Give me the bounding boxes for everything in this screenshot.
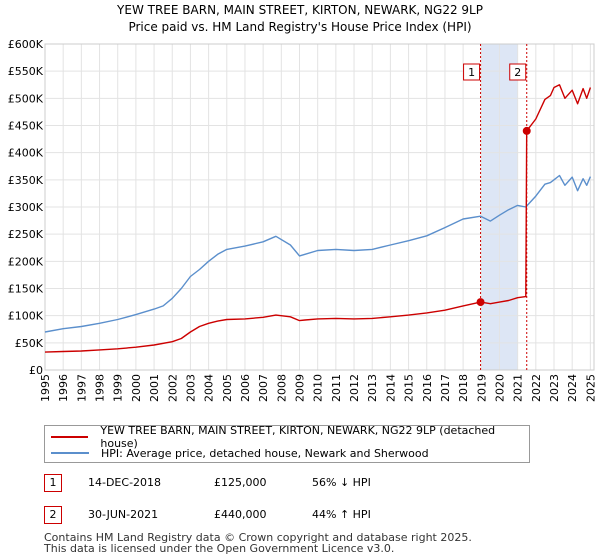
y-tick-label: £450K — [8, 120, 44, 133]
x-tick-label: 2004 — [203, 374, 216, 402]
y-tick-label: £200K — [8, 255, 44, 268]
sale-marker-label-1: 1 — [468, 66, 475, 79]
x-tick-label: 2005 — [221, 374, 234, 402]
sale-marker-label-2: 2 — [514, 66, 521, 79]
y-tick-label: £350K — [8, 174, 44, 187]
x-tick-label: 2017 — [439, 374, 452, 402]
x-tick-label: 2018 — [457, 374, 470, 402]
sale-date-2: 30-JUN-2021 — [88, 508, 159, 521]
plot-border — [44, 43, 595, 371]
hpi-line — [44, 174, 592, 333]
y-tick-label: £300K — [8, 201, 44, 214]
y-tick-label: £500K — [8, 92, 44, 105]
legend-swatch-hpi — [51, 452, 89, 454]
legend-label-property: YEW TREE BARN, MAIN STREET, KIRTON, NEWA… — [100, 424, 496, 450]
chart-legend: YEW TREE BARN, MAIN STREET, KIRTON, NEWA… — [44, 424, 530, 463]
property-price-line — [44, 84, 592, 353]
x-tick-label: 2021 — [512, 374, 525, 402]
y-tick-label: £400K — [8, 147, 44, 160]
x-tick-label: 2015 — [403, 374, 416, 402]
footer: Contains HM Land Registry data © Crown c… — [44, 532, 472, 554]
x-tick-label: 2000 — [130, 374, 143, 402]
y-tick-label: £100K — [8, 310, 44, 323]
price-chart: £0 £50K £100K £150K £200K £250K £300K £350K £400… — [8, 38, 598, 402]
x-tick-label: 2001 — [148, 374, 161, 402]
x-tick-label: 1998 — [94, 374, 107, 402]
x-tick-label: 2010 — [312, 374, 325, 402]
sale-marker-box-1 — [463, 63, 481, 81]
sale-price-1: £125,000 — [214, 476, 267, 489]
chart-title: YEW TREE BARN, MAIN STREET, KIRTON, NEWA… — [117, 3, 483, 17]
legend-swatch-property — [51, 436, 89, 438]
x-tick-label: 2016 — [421, 374, 434, 402]
x-tick-label: 2003 — [184, 374, 197, 402]
sale-marker-box-2 — [509, 63, 527, 81]
x-tick-label: 2011 — [330, 374, 343, 402]
y-tick-label: £250K — [8, 228, 44, 241]
footer-copyright: Contains HM Land Registry data © Crown c… — [44, 531, 472, 544]
x-tick-label: 2024 — [566, 374, 579, 402]
footer-licence: This data is licensed under the Open Gov… — [44, 542, 395, 555]
x-tick-label: 2012 — [348, 374, 361, 402]
y-tick-label: £150K — [8, 283, 44, 296]
x-tick-label: 2013 — [366, 374, 379, 402]
x-tick-label: 2022 — [530, 374, 543, 402]
x-tick-label: 2023 — [548, 374, 561, 402]
x-tick-label: 1997 — [75, 374, 88, 402]
x-tick-label: 2019 — [475, 374, 488, 402]
x-tick-label: 2008 — [275, 374, 288, 402]
legend-item-property: YEW TREE BARN, MAIN STREET, KIRTON, NEWA… — [51, 424, 529, 450]
x-tick-label: 2007 — [257, 374, 270, 402]
y-tick-label: £0 — [29, 364, 43, 377]
x-tick-label: 1995 — [39, 374, 52, 402]
chart-title-block: YEW TREE BARN, MAIN STREET, KIRTON, NEWA… — [0, 2, 600, 36]
y-tick-label: £550K — [8, 65, 44, 78]
legend-item-hpi: HPI: Average price, detached house, Newa… — [51, 445, 429, 461]
x-tick-label: 2006 — [239, 374, 252, 402]
sale-hpi-1: 56% ↓ HPI — [312, 476, 371, 489]
sale-date-1: 14-DEC-2018 — [88, 476, 162, 489]
x-tick-label: 2020 — [493, 374, 506, 402]
sale-badge-1: 1 — [44, 474, 62, 492]
x-tick-label: 1999 — [112, 374, 125, 402]
legend-label-hpi: HPI: Average price, detached house, Newa… — [101, 446, 429, 460]
x-tick-label: 2002 — [166, 374, 179, 402]
sale-hpi-2: 44% ↑ HPI — [312, 508, 371, 521]
x-tick-label: 2014 — [384, 374, 397, 402]
x-tick-label: 2009 — [294, 374, 307, 402]
chart-subtitle: Price paid vs. HM Land Registry's House … — [128, 20, 472, 34]
sale-badge-2: 2 — [44, 506, 62, 524]
sale-price-2: £440,000 — [214, 508, 267, 521]
sale-point-2 — [522, 126, 531, 135]
x-tick-label: 2025 — [584, 374, 597, 402]
y-tick-label: £50K — [15, 337, 44, 350]
x-tick-label: 1996 — [57, 374, 70, 402]
y-tick-label: £600K — [8, 38, 44, 51]
sale-point-1 — [476, 298, 485, 307]
